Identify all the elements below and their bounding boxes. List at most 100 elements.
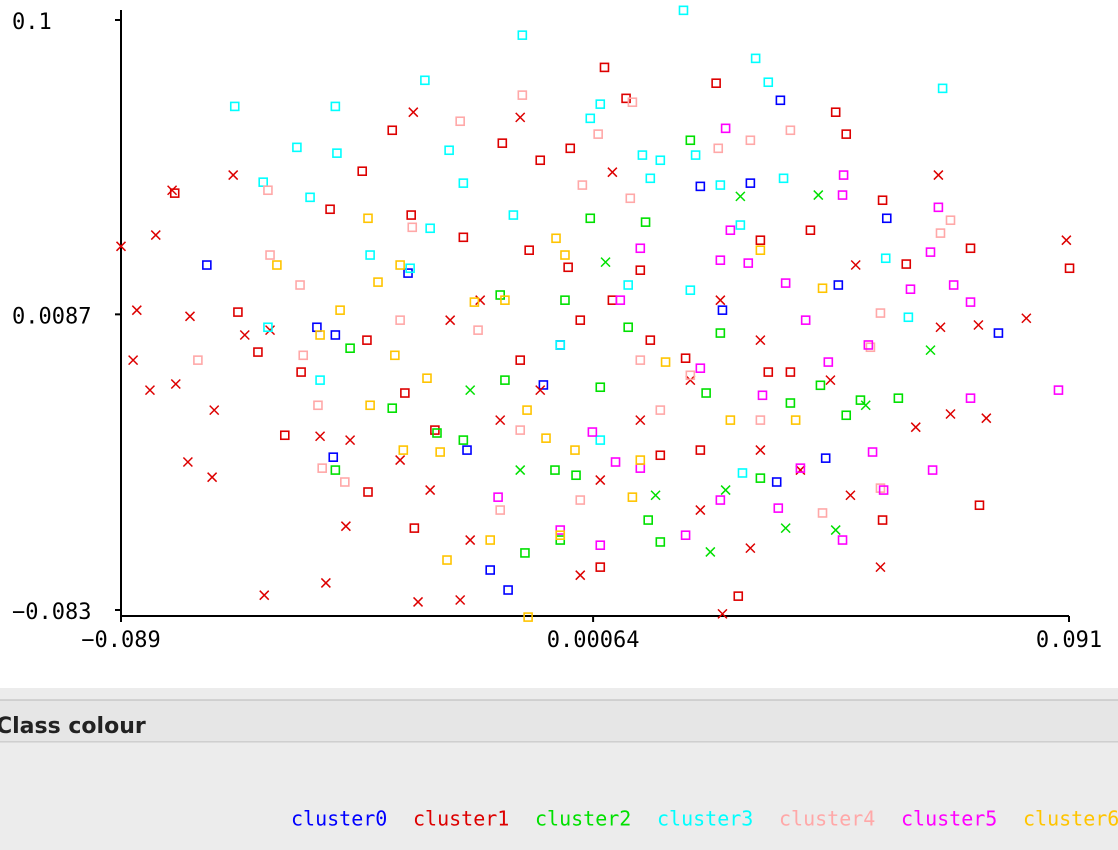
- point-square: [725, 225, 736, 236]
- point-square: [400, 388, 410, 398]
- point-cross: [170, 378, 181, 390]
- point-cross: [685, 375, 696, 386]
- point-cross: [167, 185, 178, 196]
- point-square: [390, 350, 400, 361]
- point-square: [877, 195, 888, 206]
- point-square: [755, 415, 766, 425]
- point-square: [585, 213, 596, 224]
- point-square: [635, 265, 646, 275]
- point-square: [837, 190, 848, 200]
- point-square: [643, 515, 653, 525]
- point-square: [680, 353, 691, 364]
- point-square: [713, 143, 724, 154]
- point-square: [623, 280, 633, 290]
- point-square: [715, 255, 726, 265]
- class-colour-header: [0, 699, 1118, 743]
- point-square: [757, 390, 768, 401]
- point-square: [500, 375, 510, 385]
- point-cross: [595, 475, 606, 486]
- point-square: [785, 398, 796, 408]
- point-square: [387, 125, 398, 136]
- point-square: [737, 468, 748, 478]
- point-square: [398, 445, 409, 455]
- point-square: [863, 340, 874, 350]
- point-cross: [131, 305, 142, 316]
- point-square: [965, 393, 976, 403]
- point-square: [330, 101, 341, 112]
- point-cross: [845, 490, 856, 501]
- point-square: [817, 283, 828, 294]
- point-square: [817, 508, 828, 518]
- point-square: [599, 62, 610, 73]
- point-square: [948, 280, 959, 290]
- point-square: [332, 148, 342, 158]
- point-square: [515, 425, 526, 435]
- point-square: [837, 535, 848, 545]
- point-square: [771, 477, 782, 487]
- point-square: [317, 463, 327, 473]
- point-square: [645, 173, 656, 184]
- point-square: [538, 380, 549, 390]
- point-cross: [755, 445, 766, 456]
- point-cross: [315, 431, 326, 442]
- point-square: [577, 180, 588, 190]
- point-square: [780, 278, 791, 288]
- point-cross: [515, 465, 526, 476]
- point-cross: [925, 345, 936, 356]
- point-square: [497, 138, 508, 148]
- point-square: [701, 388, 711, 398]
- point-square: [425, 223, 435, 234]
- point-cross: [575, 570, 586, 581]
- point-square: [875, 308, 886, 318]
- point-cross: [600, 257, 611, 268]
- point-square: [823, 357, 834, 367]
- point-cross: [705, 546, 716, 557]
- point-cross: [875, 562, 886, 573]
- legend-entry: cluster6: [1023, 807, 1118, 831]
- point-square: [458, 178, 469, 188]
- point-cross: [735, 191, 746, 202]
- point-square: [750, 53, 761, 64]
- point-cross: [425, 485, 436, 496]
- point-cross: [515, 112, 526, 123]
- point-square: [462, 445, 472, 455]
- point-square: [330, 330, 341, 340]
- point-square: [745, 178, 756, 188]
- point-cross: [265, 325, 276, 336]
- legend-entry: cluster1: [413, 807, 509, 831]
- point-square: [678, 5, 689, 16]
- point-square: [298, 350, 309, 361]
- point-cross: [209, 405, 220, 416]
- x-tick-label: 0.00064: [547, 628, 640, 653]
- point-cross: [717, 608, 728, 619]
- point-square: [655, 537, 666, 547]
- point-square: [635, 455, 646, 465]
- point-square: [867, 447, 878, 457]
- y-tick-label: 0.1: [12, 10, 52, 35]
- point-square: [735, 220, 746, 230]
- point-square: [407, 222, 418, 233]
- point-square: [495, 505, 506, 515]
- point-square: [535, 155, 546, 166]
- point-cross: [395, 455, 406, 466]
- point-square: [555, 525, 566, 535]
- point-square: [625, 193, 636, 204]
- point-square: [655, 405, 666, 415]
- point-square: [927, 465, 938, 475]
- point-square: [593, 129, 603, 139]
- point-cross: [182, 456, 193, 468]
- point-square: [455, 116, 465, 127]
- point-cross: [144, 385, 155, 396]
- point-square: [830, 107, 841, 118]
- point-square: [571, 470, 581, 481]
- point-cross: [755, 335, 766, 346]
- point-cross: [945, 408, 956, 420]
- point-square: [655, 155, 666, 166]
- point-square: [595, 99, 606, 109]
- point-square: [881, 213, 892, 224]
- point-square: [725, 415, 736, 425]
- point-cross: [535, 385, 546, 396]
- point-square: [169, 188, 180, 198]
- point-cross: [933, 170, 944, 181]
